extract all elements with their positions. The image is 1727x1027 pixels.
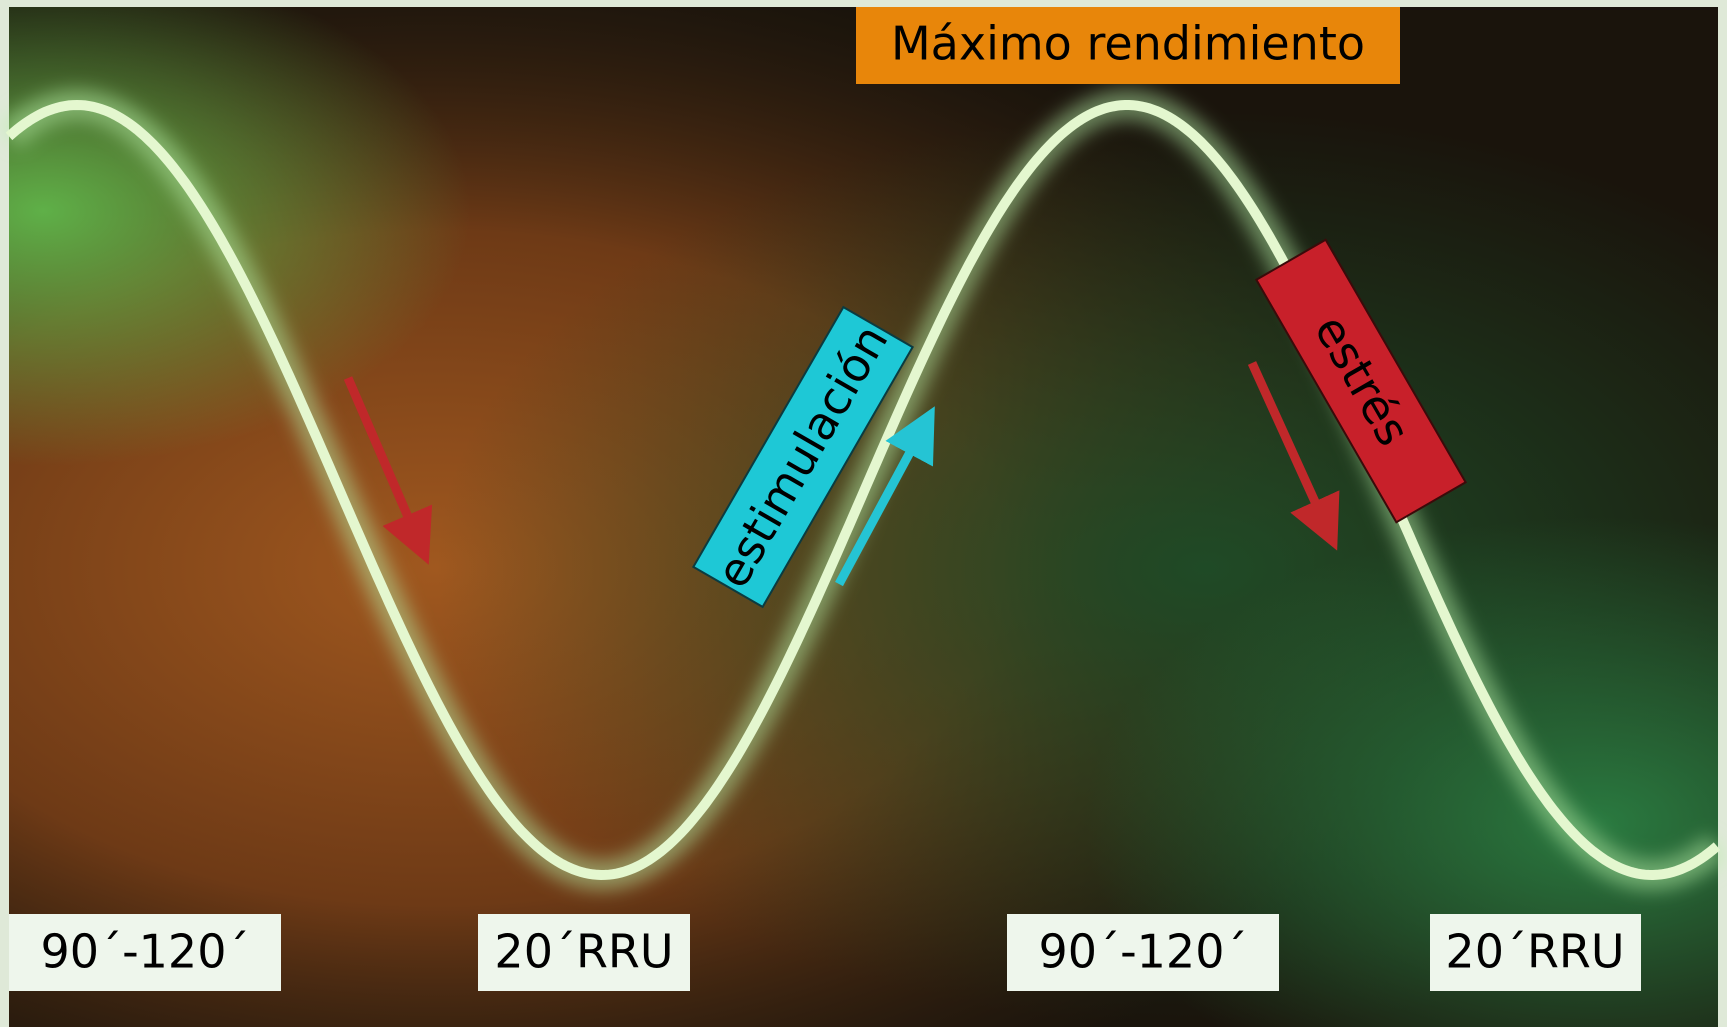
phase-label: 20´RRU [494,925,673,979]
phase-label: 90´-120´ [1039,925,1248,979]
phase-label: 90´-120´ [41,925,250,979]
page: {"header": {"title": "Máximo rendimiento… [0,0,1727,1027]
title: Máximo rendimiento [891,17,1365,71]
phase-label: 20´RRU [1445,925,1624,979]
slide: Máximo rendimiento estimulación estrés 9… [0,0,1727,1027]
